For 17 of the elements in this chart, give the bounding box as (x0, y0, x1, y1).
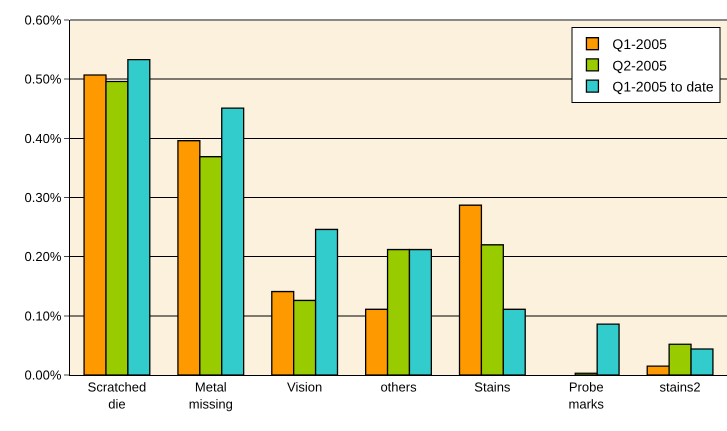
x-tick-label: Metal missing (188, 380, 233, 412)
legend-label: Q2-2005 (612, 57, 668, 74)
y-tick-label: 0.20% (24, 249, 62, 264)
x-tick-label: stains2 (659, 380, 701, 395)
y-tick-label: 0.50% (24, 72, 62, 87)
x-tick-label: Probe marks (568, 380, 604, 412)
y-tick-label: 0.00% (24, 368, 62, 383)
y-tick-label: 0.40% (24, 130, 62, 146)
x-tick-label: others (380, 380, 418, 395)
x-tick-label: Stains (474, 380, 511, 395)
legend-label: Q1-2005 (612, 36, 668, 52)
x-tick-label: Vision (287, 380, 322, 395)
y-tick-label: 0.30% (24, 190, 62, 206)
x-tick-label: Scratched die (88, 380, 146, 412)
legend-label: Q1-2005 to date (612, 78, 714, 95)
y-tick-label: 0.60% (24, 12, 62, 28)
y-tick-label: 0.10% (24, 308, 62, 324)
